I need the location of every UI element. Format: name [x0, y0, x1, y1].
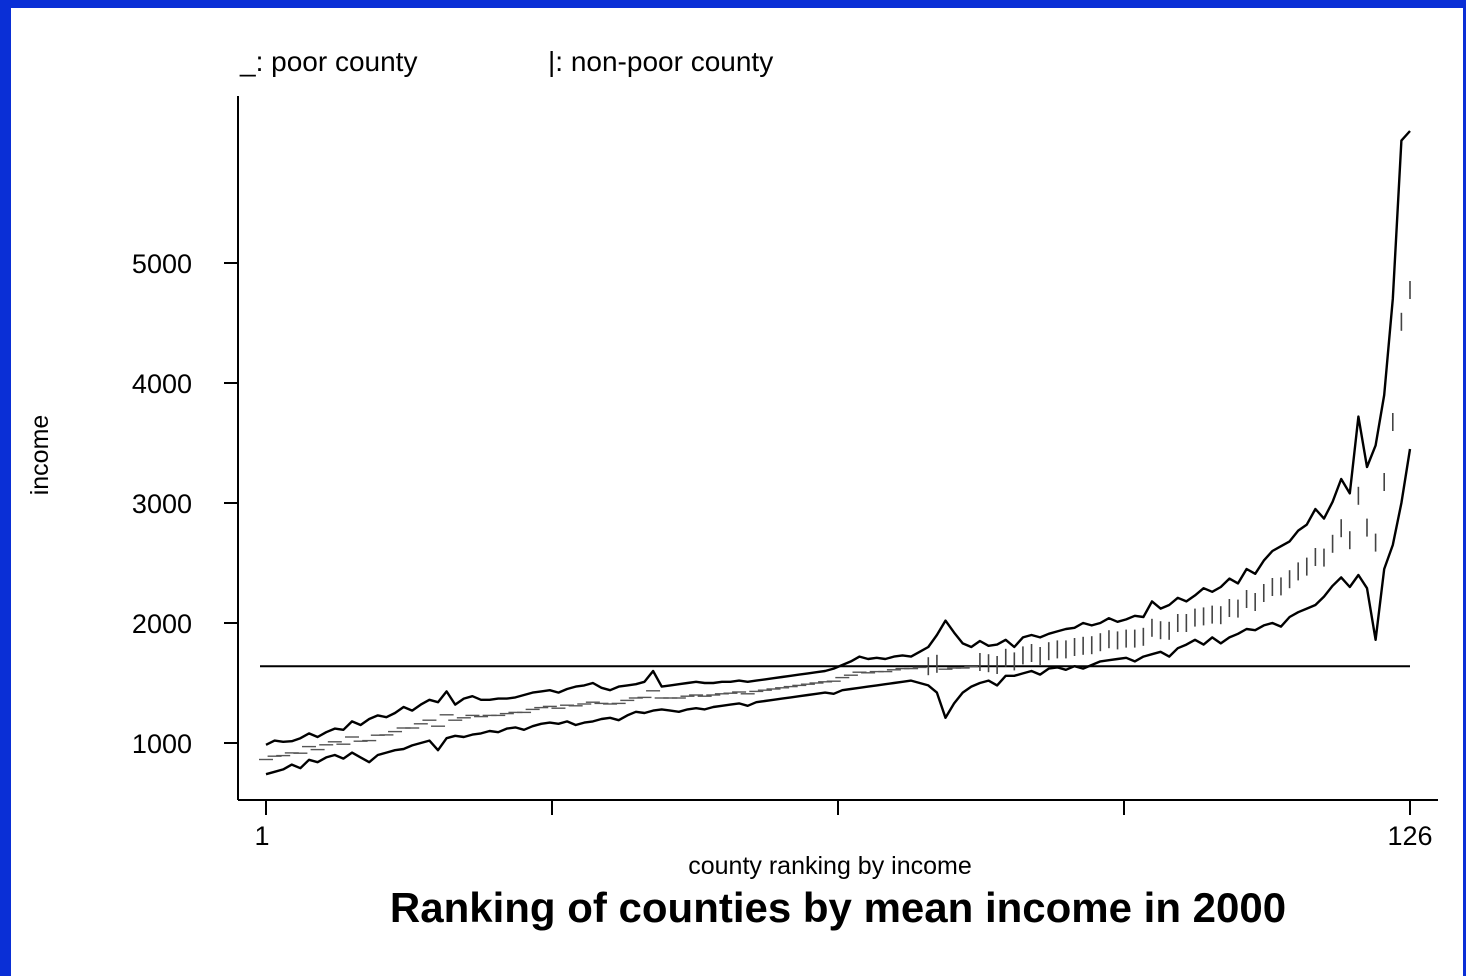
x-tick-label-last: 126 [1387, 821, 1432, 851]
y-ticks: 1000 2000 3000 4000 5000 [132, 249, 238, 759]
legend-nonpoor-county: |: non-poor county [548, 46, 773, 77]
x-tick-label-first: 1 [254, 821, 269, 851]
legend: _: poor county |: non-poor county [239, 46, 773, 77]
y-axis-label: income [26, 415, 54, 496]
lower-confidence-band [265, 448, 1412, 776]
upper-confidence-band [265, 130, 1411, 746]
legend-poor-county: _: poor county [239, 46, 417, 77]
x-ticks [265, 800, 1411, 815]
y-tick-label: 1000 [132, 729, 192, 759]
y-tick-label: 3000 [132, 489, 192, 519]
plot-area [259, 130, 1412, 776]
y-tick-label: 2000 [132, 609, 192, 639]
chart-title: Ranking of counties by mean income in 20… [390, 884, 1286, 931]
y-tick-label: 4000 [132, 369, 192, 399]
x-axis-label: county ranking by income [688, 852, 971, 880]
y-tick-label: 5000 [132, 249, 192, 279]
